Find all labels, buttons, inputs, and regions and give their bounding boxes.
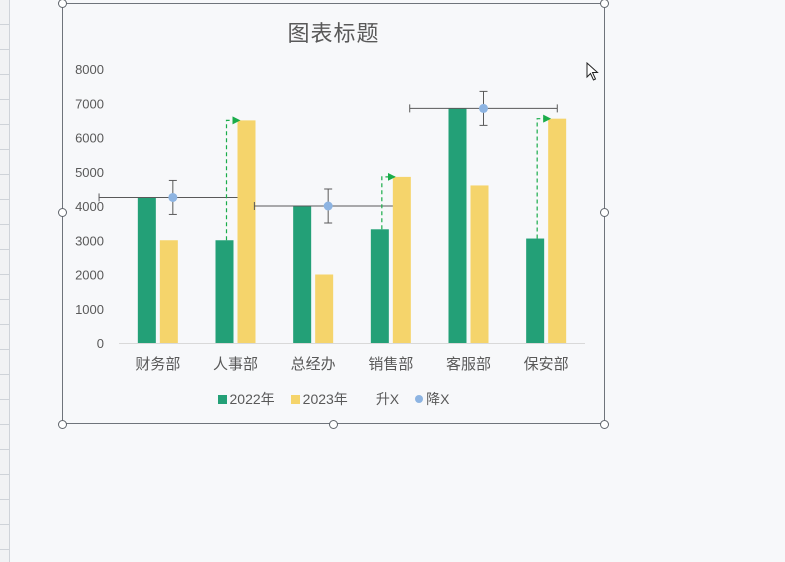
- x-tick-label: 保安部: [524, 355, 569, 373]
- x-tick-label: 总经办: [291, 355, 336, 373]
- row-header-line: [0, 424, 9, 425]
- legend-swatch-2022: [217, 394, 227, 404]
- row-header-line: [0, 399, 9, 400]
- increase-arrow-5: [536, 114, 552, 239]
- row-header-line: [0, 99, 9, 100]
- row-header-line: [0, 24, 9, 25]
- row-header-line: [0, 324, 9, 325]
- row-header-line: [0, 274, 9, 275]
- y-tick-label: 6000: [75, 131, 104, 146]
- legend-item-decrease: 降X: [415, 389, 450, 409]
- row-header-line: [0, 224, 9, 225]
- resize-handle-middle-right[interactable]: [600, 208, 609, 217]
- row-header-line: [0, 299, 9, 300]
- legend-item-increase: 升X: [364, 389, 399, 409]
- bar-2022-0: [137, 197, 156, 343]
- row-header-gutter: [0, 0, 10, 562]
- row-header-line: [0, 474, 9, 475]
- row-header-line: [0, 249, 9, 250]
- resize-handle-top-right[interactable]: [600, 0, 609, 8]
- decrease-point-4: [479, 103, 488, 113]
- bar-2023-1: [237, 120, 256, 343]
- row-header-line: [0, 374, 9, 375]
- legend-swatch-increase: [364, 395, 373, 404]
- row-header-line: [0, 349, 9, 350]
- mouse-pointer-icon: [586, 62, 599, 81]
- y-tick-label: 0: [97, 336, 104, 351]
- row-header-line: [0, 549, 9, 550]
- row-header-line: [0, 49, 9, 50]
- y-tick-label: 5000: [75, 165, 104, 180]
- y-tick-label: 2000: [75, 268, 104, 283]
- row-header-line: [0, 174, 9, 175]
- y-tick-label: 7000: [75, 96, 104, 111]
- row-header-line: [0, 199, 9, 200]
- chart-legend: 2022年 2023年 升X 降X: [62, 389, 605, 409]
- row-header-line: [0, 524, 9, 525]
- row-header-line: [0, 499, 9, 500]
- decrease-point-0: [168, 192, 178, 202]
- chart-title: 图表标题: [287, 21, 380, 46]
- bar-2023-0: [159, 240, 178, 343]
- resize-handle-top-left[interactable]: [58, 0, 67, 8]
- resize-handle-bottom-right[interactable]: [600, 420, 609, 429]
- x-tick-label: 客服部: [446, 355, 491, 373]
- bar-2022-4: [448, 108, 467, 343]
- x-tick-label: 人事部: [213, 355, 258, 373]
- bar-2023-2: [315, 274, 334, 343]
- y-tick-label: 8000: [75, 62, 104, 77]
- legend-item-2022: 2022年: [217, 389, 275, 409]
- row-header-line: [0, 74, 9, 75]
- increase-arrow-3: [381, 172, 396, 230]
- resize-handle-bottom-left[interactable]: [58, 420, 67, 429]
- bar-2023-4: [470, 185, 489, 343]
- x-tick-label: 财务部: [135, 355, 180, 373]
- bar-2023-3: [392, 176, 411, 343]
- legend-item-2023: 2023年: [290, 389, 348, 409]
- bar-2023-5: [548, 118, 567, 343]
- increase-arrow-1: [225, 116, 241, 241]
- x-tick-label: 销售部: [368, 355, 413, 373]
- row-header-line: [0, 149, 9, 150]
- resize-handle-middle-left[interactable]: [58, 208, 67, 217]
- legend-label-2023: 2023年: [302, 391, 348, 407]
- bar-2022-5: [526, 238, 545, 343]
- bar-2022-2: [293, 206, 312, 343]
- legend-label-increase: 升X: [375, 391, 400, 407]
- y-tick-label: 4000: [75, 199, 104, 214]
- legend-label-2022: 2022年: [229, 391, 275, 407]
- bar-2022-3: [370, 229, 389, 343]
- row-header-line: [0, 124, 9, 125]
- bar-2022-1: [215, 240, 234, 343]
- legend-label-decrease: 降X: [426, 391, 450, 407]
- legend-swatch-decrease: [415, 395, 424, 403]
- row-header-line: [0, 449, 9, 450]
- legend-swatch-2023: [290, 394, 300, 404]
- decrease-point-2: [323, 201, 333, 211]
- resize-handle-bottom-center[interactable]: [329, 420, 338, 429]
- y-tick-label: 1000: [75, 302, 104, 317]
- y-tick-label: 3000: [75, 233, 104, 248]
